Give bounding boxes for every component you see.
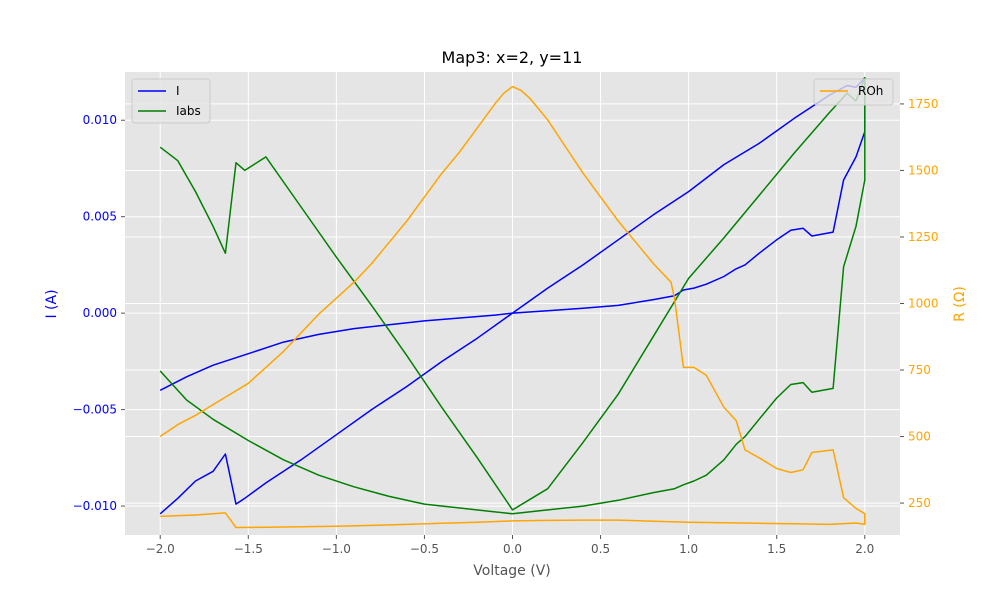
legend-right: ROh [813, 78, 894, 106]
series-line-roh [159, 85, 866, 529]
x-tick-label: −1.0 [322, 542, 351, 556]
y-right-tick-label: 1750 [908, 97, 939, 111]
x-tick-label: 0.5 [591, 542, 610, 556]
y-left-tick-label: 0.005 [83, 210, 117, 224]
y-right-tick-label: 1250 [908, 230, 939, 244]
series-lines [159, 77, 866, 529]
x-tick-label: 1.0 [679, 542, 698, 556]
x-tick-label: −2.0 [146, 542, 175, 556]
y-axis-left-label: I (A) [44, 289, 60, 318]
y-left-tick-label: 0.000 [83, 306, 117, 320]
series-line-i [159, 77, 866, 515]
x-axis-label: Voltage (V) [473, 563, 550, 579]
legend-label-roh: ROh [858, 84, 883, 98]
series-line-iabs [159, 77, 866, 515]
chart-title: Map3: x=2, y=11 [442, 48, 583, 67]
y-left-tick-label: −0.005 [73, 403, 117, 417]
y-right-tick-label: 500 [908, 430, 931, 444]
legend-left: I Iabs [131, 78, 211, 124]
y-right-tick-label: 1000 [908, 297, 939, 311]
x-tick-label: −0.5 [410, 542, 439, 556]
y-axis-right-label: R (Ω) [952, 286, 968, 322]
x-tick-label: 0.0 [503, 542, 522, 556]
y-left-tick-label: −0.010 [73, 499, 117, 513]
axis-ticks: −2.0 −1.5 −1.0 −0.5 0.0 0.5 1.0 1.5 2.0 −0.010 −0.… [73, 97, 939, 556]
legend-label-iabs: Iabs [176, 104, 201, 118]
x-tick-label: 2.0 [855, 542, 874, 556]
y-left-tick-label: 0.010 [83, 113, 117, 127]
y-right-tick-label: 750 [908, 363, 931, 377]
x-tick-label: 1.5 [767, 542, 786, 556]
legend-left-box [131, 78, 211, 124]
y-right-tick-label: 250 [908, 496, 931, 510]
legend-label-i: I [176, 84, 180, 98]
legend-right-box [813, 78, 894, 106]
y-right-tick-label: 1500 [908, 163, 939, 177]
x-tick-label: −1.5 [234, 542, 263, 556]
